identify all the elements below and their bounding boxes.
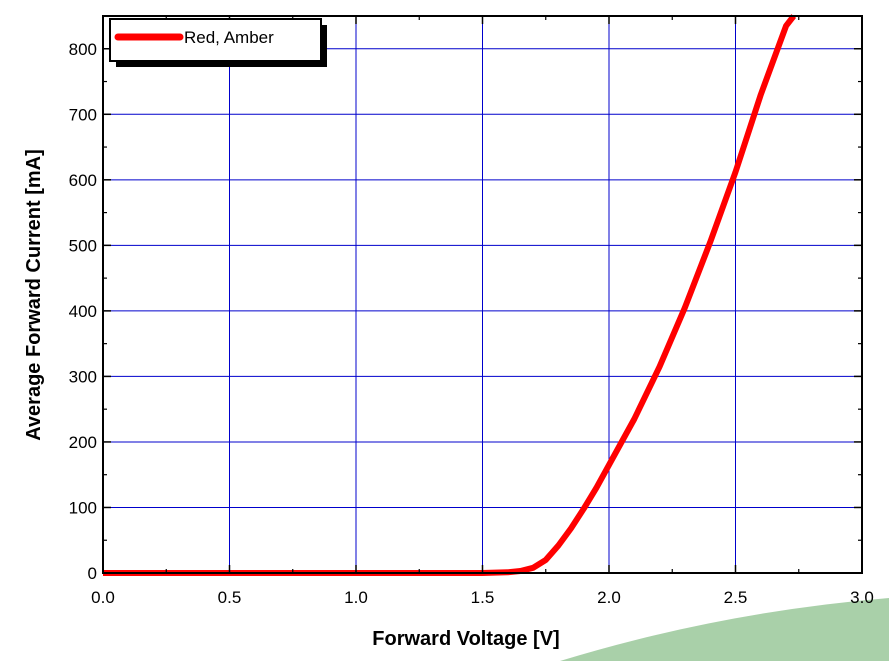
x-tick-label: 1.0 xyxy=(344,588,368,607)
y-tick-label: 700 xyxy=(69,105,97,124)
x-tick-label: 0.0 xyxy=(91,588,115,607)
y-tick-label: 500 xyxy=(69,236,97,255)
y-tick-label: 400 xyxy=(69,302,97,321)
x-tick-label: 1.5 xyxy=(471,588,495,607)
y-tick-label: 200 xyxy=(69,433,97,452)
y-tick-label: 800 xyxy=(69,40,97,59)
grid-lines xyxy=(103,16,862,573)
x-tick-label: 2.0 xyxy=(597,588,621,607)
x-axis-title: Forward Voltage [V] xyxy=(372,628,559,650)
x-tick-label: 0.5 xyxy=(218,588,242,607)
y-tick-label: 0 xyxy=(88,564,97,583)
ticks-layer: 0.0 0.5 1.0 1.5 2.0 2.5 3.0 0 100 200 300 400 500 600… xyxy=(69,15,874,607)
legend-label: Red, Amber xyxy=(184,28,274,47)
y-tick-label: 300 xyxy=(69,367,97,386)
series-line-0 xyxy=(103,14,797,576)
decorative-swoosh xyxy=(560,598,889,661)
x-tick-label: 3.0 xyxy=(850,588,874,607)
series-layer xyxy=(103,14,797,576)
legend: Red, Amber xyxy=(109,18,327,67)
y-tick-label: 100 xyxy=(69,498,97,517)
x-tick-label: 2.5 xyxy=(724,588,748,607)
y-axis-title: Average Forward Current [mA] xyxy=(23,149,45,441)
y-tick-label: 600 xyxy=(69,171,97,190)
